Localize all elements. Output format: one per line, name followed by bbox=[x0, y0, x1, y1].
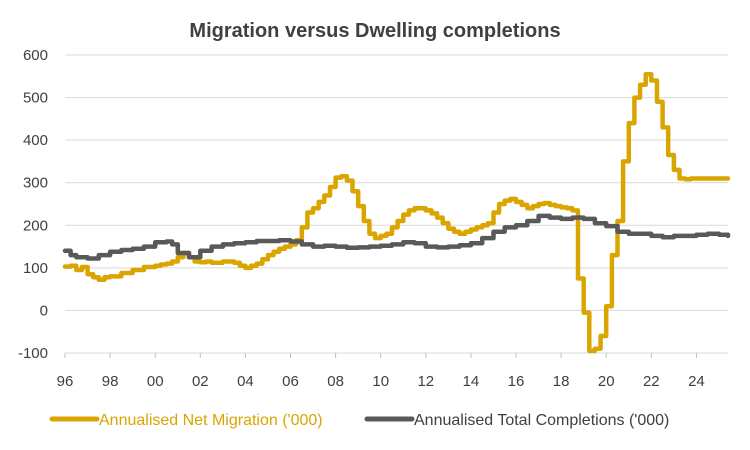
x-tick-label: 20 bbox=[598, 373, 615, 390]
x-tick-label: 06 bbox=[282, 373, 299, 390]
x-tick-label: 24 bbox=[688, 373, 705, 390]
x-axis-ticks: 96 98 00 02 04 06 08 10 12 14 16 18 20 22 24 bbox=[57, 353, 705, 390]
chart-title: Migration versus Dwelling completions bbox=[189, 20, 560, 42]
x-tick-label: 16 bbox=[508, 373, 525, 390]
legend-label: Annualised Total Completions ('000) bbox=[414, 412, 669, 429]
y-tick-label: 300 bbox=[23, 175, 48, 192]
legend: Annualised Net Migration ('000) Annualise… bbox=[49, 412, 669, 429]
x-tick-label: 18 bbox=[553, 373, 570, 390]
y-tick-label: 600 bbox=[23, 47, 48, 64]
x-tick-label: 96 bbox=[57, 373, 74, 390]
series-line-total-completions bbox=[62, 213, 731, 261]
y-tick-label: 500 bbox=[23, 90, 48, 107]
x-tick-label: 10 bbox=[372, 373, 389, 390]
x-tick-label: 98 bbox=[102, 373, 119, 390]
x-tick-label: 22 bbox=[643, 373, 660, 390]
series-line-net-migration bbox=[62, 71, 731, 354]
x-tick-label: 14 bbox=[463, 373, 480, 390]
legend-label: Annualised Net Migration ('000) bbox=[99, 412, 323, 429]
y-tick-label: 400 bbox=[23, 132, 48, 149]
x-tick-label: 08 bbox=[327, 373, 344, 390]
y-axis-ticks: 600 500 400 300 200 100 0 -100 bbox=[18, 47, 48, 362]
x-tick-label: 02 bbox=[192, 373, 209, 390]
x-tick-label: 00 bbox=[147, 373, 164, 390]
series-layer bbox=[62, 71, 731, 354]
x-tick-label: 04 bbox=[237, 373, 254, 390]
y-tick-label: 200 bbox=[23, 217, 48, 234]
y-tick-label: 100 bbox=[23, 260, 48, 277]
gridlines bbox=[65, 54, 728, 354]
y-tick-label: 0 bbox=[40, 302, 48, 319]
y-tick-label: -100 bbox=[18, 345, 48, 362]
x-tick-label: 12 bbox=[417, 373, 434, 390]
